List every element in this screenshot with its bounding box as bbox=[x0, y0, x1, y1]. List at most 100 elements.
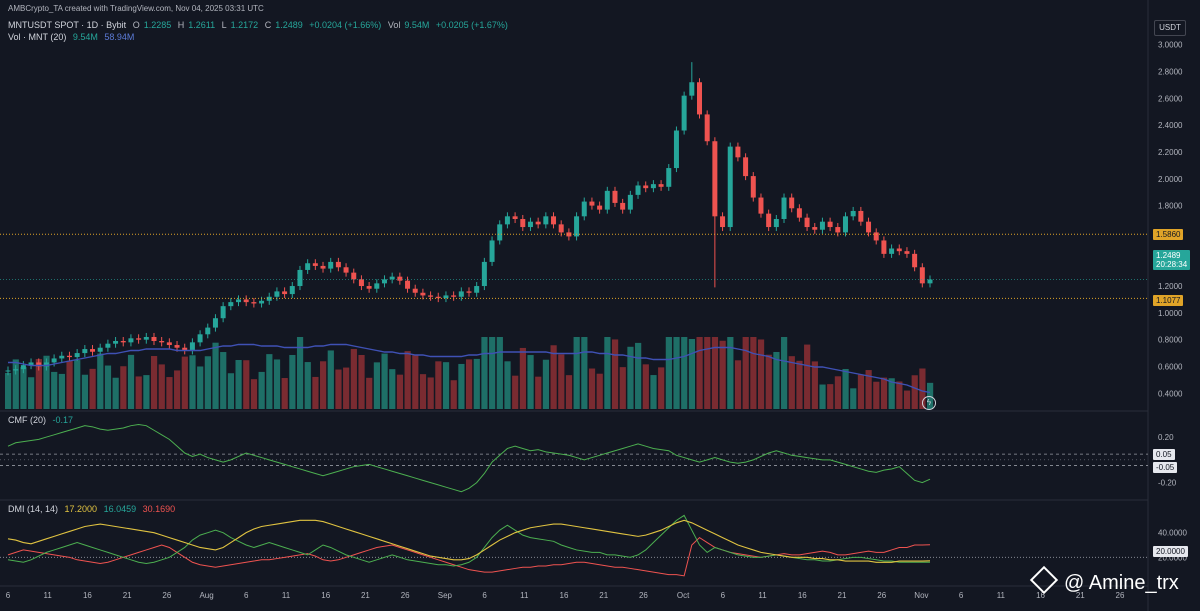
volume-bar bbox=[788, 356, 795, 409]
dmi-minus-value: 30.1690 bbox=[142, 504, 176, 514]
volume-bar bbox=[419, 374, 427, 409]
dmi-adx-value: 17.2000 bbox=[64, 504, 98, 514]
volume-bar bbox=[220, 352, 227, 409]
volume-study-title[interactable]: Vol · MNT (20) bbox=[8, 32, 67, 42]
candle-body bbox=[735, 146, 741, 158]
volume-bar bbox=[558, 354, 565, 409]
candle-body bbox=[704, 114, 710, 142]
candle-body bbox=[712, 141, 718, 217]
price-tag-value: 1.2489 bbox=[1156, 251, 1181, 260]
candle-body bbox=[428, 295, 434, 297]
candle-body bbox=[727, 146, 733, 228]
volume-bar bbox=[565, 375, 573, 409]
candle-body bbox=[351, 272, 357, 280]
candle-body bbox=[535, 221, 541, 225]
candle-body bbox=[174, 345, 180, 348]
dmi-tick-label: 20.0000 bbox=[1158, 553, 1187, 562]
candle-body bbox=[274, 291, 280, 297]
dmi-legend: DMI (14, 14) 17.2000 16.0459 30.1690 bbox=[8, 504, 179, 514]
candle-body bbox=[51, 358, 57, 363]
candle-body bbox=[443, 295, 449, 299]
volume-bar bbox=[150, 356, 158, 409]
candle-body bbox=[866, 221, 872, 233]
volume-bar bbox=[66, 360, 73, 409]
volume-bar bbox=[120, 366, 127, 409]
volume-bar bbox=[212, 342, 219, 409]
candle-body bbox=[182, 347, 188, 351]
volume-bar bbox=[857, 374, 865, 409]
volume-bar bbox=[903, 390, 911, 409]
volume-bar bbox=[304, 362, 311, 409]
volume-bar bbox=[519, 347, 526, 409]
volume-bar bbox=[296, 337, 304, 409]
volume-bar bbox=[166, 377, 173, 409]
cmf-title[interactable]: CMF (20) bbox=[8, 415, 46, 425]
candle-body bbox=[504, 216, 510, 225]
candle-body bbox=[881, 240, 887, 254]
volume-bar bbox=[619, 367, 626, 409]
volume-bar bbox=[911, 375, 918, 409]
dmi-title[interactable]: DMI (14, 14) bbox=[8, 504, 59, 514]
dmi-tick-label: 40.0000 bbox=[1158, 529, 1187, 538]
y-tick-label: 2.2000 bbox=[1158, 148, 1183, 157]
candle-body bbox=[697, 82, 702, 115]
candle-body bbox=[773, 219, 779, 228]
candle-body bbox=[489, 240, 495, 262]
y-tick-label: 0.6000 bbox=[1158, 362, 1183, 371]
volume-bar bbox=[658, 367, 665, 409]
candle-body bbox=[305, 263, 311, 270]
candle-body bbox=[74, 353, 80, 358]
volume-bar bbox=[688, 338, 696, 409]
volume-bar bbox=[412, 355, 419, 409]
symbol-title[interactable]: MNTUSDT SPOT · 1D · Bybit bbox=[8, 20, 127, 30]
time-axis: 6 11 16 21 26 Aug 6 11 16 21 26 Sep 6 11 16 21 26 Oct 6 11 1… bbox=[6, 591, 1125, 600]
candle-body bbox=[13, 369, 19, 371]
price-tag: 1.2489 20:28:34 bbox=[1153, 250, 1191, 270]
ohlc-l-label: L bbox=[221, 20, 227, 30]
volume-bar bbox=[611, 339, 619, 409]
x-tick-label: 16 bbox=[83, 591, 92, 600]
candle-body bbox=[143, 336, 149, 340]
candle-body bbox=[497, 224, 503, 241]
binance-logo-icon bbox=[1029, 565, 1059, 595]
volume-bar bbox=[588, 368, 596, 409]
currency-selector[interactable]: USDT bbox=[1154, 20, 1186, 36]
cmf-value: -0.17 bbox=[52, 415, 74, 425]
candle-body bbox=[28, 362, 34, 366]
volume-bars bbox=[5, 337, 934, 409]
x-tick-label: 16 bbox=[560, 591, 569, 600]
volume-bar bbox=[635, 342, 642, 409]
y-tick-label: 2.0000 bbox=[1158, 175, 1183, 184]
x-tick-label: 16 bbox=[1036, 591, 1045, 600]
x-tick-label: 21 bbox=[599, 591, 608, 600]
volume-bar bbox=[927, 382, 934, 409]
dmi-plus-value: 16.0459 bbox=[103, 504, 137, 514]
candle-body bbox=[266, 296, 272, 301]
ohlc-close: 1.2489 bbox=[275, 20, 303, 30]
volume-bar bbox=[12, 359, 19, 409]
candle-body bbox=[658, 184, 664, 187]
volume-bar bbox=[489, 337, 496, 409]
volume-bar bbox=[51, 371, 58, 409]
candle-body bbox=[358, 279, 364, 287]
volume-bar bbox=[473, 358, 480, 409]
candle-body bbox=[850, 210, 856, 217]
candle-body bbox=[205, 327, 211, 335]
candle-body bbox=[312, 263, 318, 266]
volume-bar bbox=[542, 359, 550, 409]
volume-bar bbox=[711, 337, 719, 409]
lightning-icon[interactable]: ϟ bbox=[922, 396, 936, 410]
candle-body bbox=[566, 232, 572, 237]
cmf-tick-label: -0.20 bbox=[1158, 479, 1177, 488]
x-tick-label: 21 bbox=[361, 591, 370, 600]
candle-body bbox=[604, 190, 610, 210]
x-tick-label: 16 bbox=[798, 591, 807, 600]
candle-body bbox=[381, 279, 387, 284]
x-tick-label: 11 bbox=[997, 591, 1006, 600]
candle-body bbox=[597, 205, 603, 210]
volume-bar bbox=[366, 377, 373, 409]
volume-bar bbox=[143, 375, 150, 409]
candle-body bbox=[136, 338, 142, 340]
vol-label: Vol bbox=[387, 20, 401, 30]
